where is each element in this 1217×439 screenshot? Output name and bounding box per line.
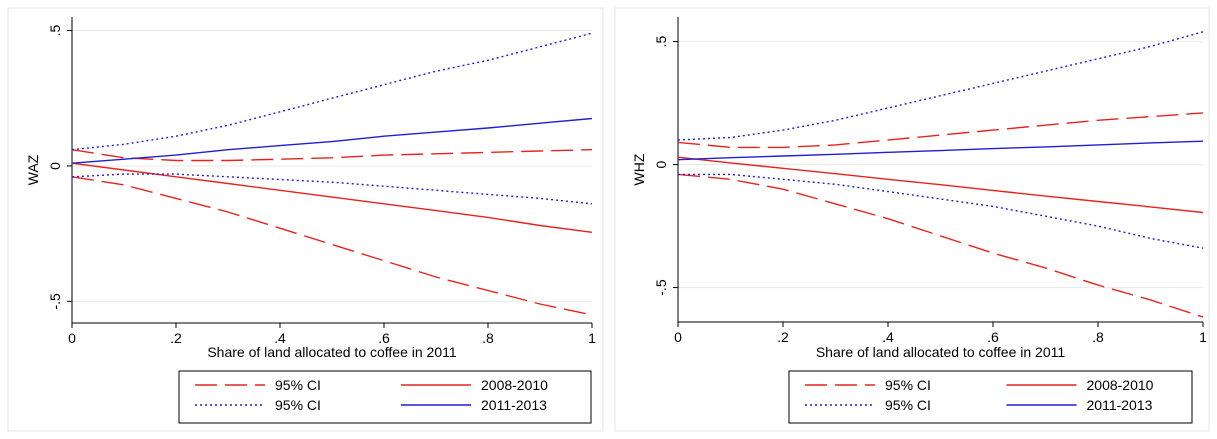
series-line-1 [71,149,593,162]
x-tick-label: .6 [987,329,999,345]
legend-label: 2008-2010 [1087,377,1154,393]
y-axis-title: WAZ [25,154,41,185]
series-line-3 [677,156,1204,214]
legend-label: 2008-2010 [481,377,548,393]
y-tick-label: -.5 [47,293,63,310]
chart-panel-1: -.5 0 .5 0 .2 .4 .6 .8 1 Share of land allocated … [7,7,604,432]
x-axis-title: Share of land allocated to coffee in 201… [816,344,1066,360]
legend-label: 95% CI [275,397,321,413]
legend-label: 95% CI [885,397,931,413]
series-line-4 [677,31,1204,141]
legend: 95% CI 2008-2010 95% CI 2011-2013 [178,370,592,424]
panel-frame [7,7,604,432]
series-line-6 [71,117,593,164]
series-line-2 [677,173,1204,318]
series-line-1 [677,112,1204,149]
x-tick-label: .2 [777,329,789,345]
series-line-4 [71,32,593,151]
y-tick-label: 0 [653,160,669,168]
x-tick-label: 1 [1199,329,1207,345]
y-tick-label: -.5 [653,279,669,296]
legend-box [178,370,592,424]
legend: 95% CI 2008-2010 95% CI 2011-2013 [788,370,1193,424]
x-tick-label: 1 [588,330,596,346]
x-tick-label: .8 [1092,329,1104,345]
x-tick-label: 0 [68,330,76,346]
x-tick-label: .6 [378,330,390,346]
panel-frame [614,7,1210,432]
y-tick-label: .5 [47,24,63,36]
x-axis-title: Share of land allocated to coffee in 201… [207,344,457,360]
legend-label: 95% CI [275,377,321,393]
x-tick-label: .2 [170,330,182,346]
series-line-5 [71,173,593,205]
x-tick-label: .4 [882,329,894,345]
legend-box [788,370,1193,424]
legend-label: 2011-2013 [481,397,547,413]
chart-panel-2: -.5 0 .5 0 .2 .4 .6 .8 1 Share of land allocated … [614,7,1210,432]
x-tick-label: .8 [482,330,494,346]
series-line-5 [678,173,1204,249]
x-tick-label: 0 [674,329,682,345]
legend-label: 2011-2013 [1087,397,1153,413]
legend-label: 95% CI [885,377,931,393]
y-axis-title: WHZ [631,153,647,185]
x-tick-label: .4 [274,330,286,346]
series-line-6 [677,140,1204,161]
y-tick-label: .5 [653,36,669,48]
y-tick-label: 0 [47,162,63,170]
